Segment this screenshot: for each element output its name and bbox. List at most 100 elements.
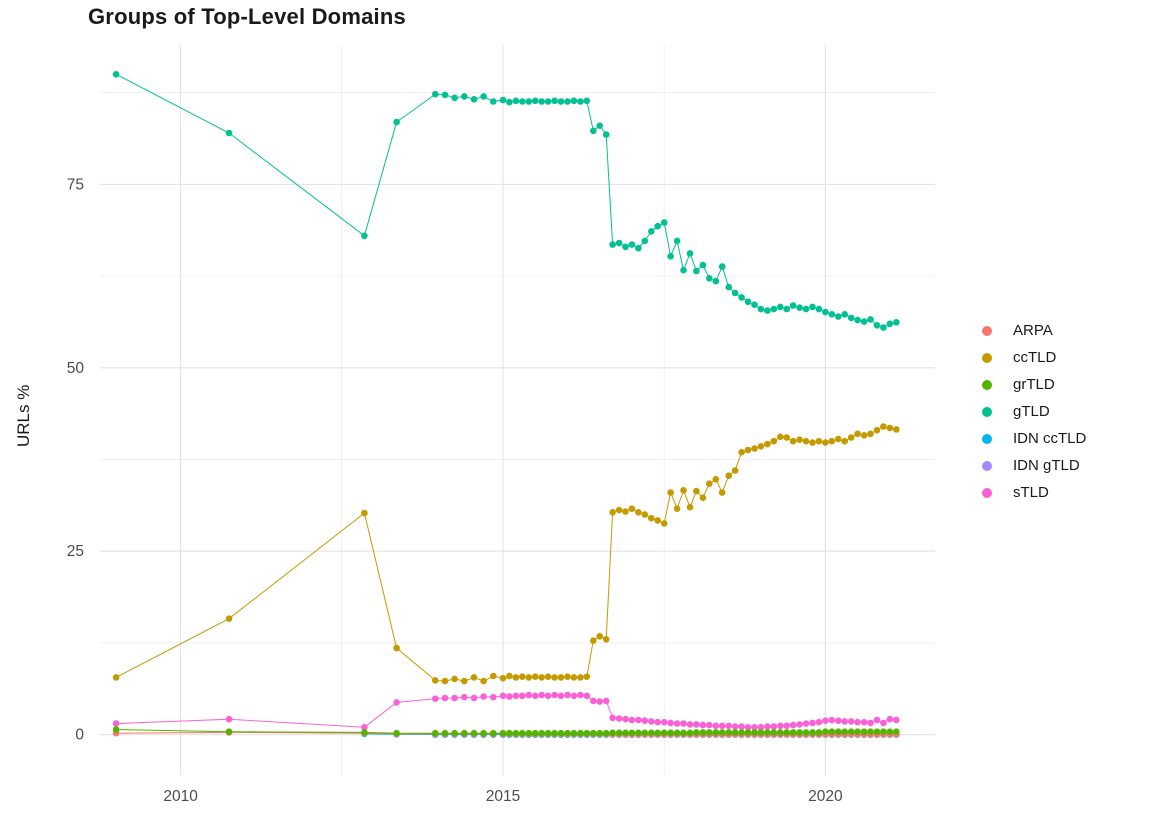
data-point (751, 724, 758, 731)
data-point (615, 729, 623, 737)
data-point (393, 644, 400, 652)
data-point (654, 718, 661, 726)
data-point (470, 96, 478, 103)
data-point (609, 714, 616, 722)
data-point (538, 691, 545, 699)
data-point (886, 320, 894, 328)
data-point (538, 674, 545, 681)
legend-label-stld: sTLD (1013, 484, 1049, 501)
data-point (480, 693, 487, 700)
y-tick-label: 25 (67, 543, 84, 560)
data-point (564, 691, 571, 699)
data-point (648, 514, 655, 522)
data-point (777, 729, 784, 736)
data-point (635, 729, 642, 737)
y-tick-label: 50 (67, 360, 85, 377)
data-point (841, 728, 848, 735)
data-point (873, 716, 881, 724)
data-point (641, 237, 649, 245)
data-point (822, 717, 829, 724)
data-point (551, 691, 558, 699)
data-point (828, 437, 836, 445)
data-point (596, 633, 603, 640)
data-point (706, 480, 713, 488)
data-point (635, 716, 642, 724)
data-point (432, 695, 439, 702)
data-point (531, 729, 539, 737)
y-tick-label: 75 (67, 176, 84, 193)
chart-title: Groups of Top-Level Domains (88, 4, 406, 29)
data-point (835, 313, 842, 320)
legend-label-gtld: gTLD (1013, 403, 1050, 420)
data-point (796, 729, 803, 736)
data-point (641, 729, 649, 737)
data-point (112, 720, 120, 727)
data-point (519, 692, 526, 700)
data-point (622, 508, 629, 515)
data-point (506, 729, 513, 737)
data-point (499, 692, 507, 700)
data-point (789, 437, 797, 445)
data-point (660, 219, 668, 226)
data-point (361, 509, 368, 517)
data-point (893, 716, 900, 724)
data-point (615, 715, 623, 722)
data-point (112, 674, 120, 681)
data-point (583, 97, 591, 105)
data-point (432, 90, 439, 98)
data-point (854, 728, 861, 735)
data-point (686, 721, 694, 728)
data-point (757, 724, 765, 731)
data-point (686, 250, 694, 257)
data-point (706, 275, 713, 282)
data-point (602, 697, 610, 705)
data-point (628, 716, 636, 724)
data-point (609, 241, 616, 248)
data-point (893, 728, 900, 735)
data-point (596, 122, 603, 129)
data-point (789, 729, 797, 736)
data-point (860, 718, 868, 726)
data-point (789, 302, 797, 309)
data-point (712, 476, 720, 483)
data-point (770, 437, 778, 445)
data-point (480, 93, 487, 100)
data-point (744, 724, 752, 731)
data-point (854, 316, 861, 324)
data-point (854, 430, 861, 438)
data-point (441, 91, 449, 99)
data-point (622, 729, 629, 737)
data-point (712, 722, 720, 730)
data-point (525, 691, 533, 699)
data-point (451, 675, 458, 683)
data-point (789, 721, 797, 729)
data-point (744, 729, 752, 736)
data-point (609, 509, 616, 516)
data-point (615, 506, 623, 514)
data-point (770, 723, 778, 730)
data-point (660, 520, 668, 527)
data-point (731, 467, 739, 474)
series-stld (112, 691, 900, 731)
data-point (602, 131, 610, 138)
legend-label-idn-cctld: IDN ccTLD (1013, 430, 1087, 447)
data-point (802, 720, 810, 727)
legend-dot-stld (982, 487, 992, 498)
data-point (499, 674, 507, 682)
data-point (557, 692, 565, 700)
data-point (506, 98, 513, 106)
data-point (777, 722, 784, 730)
x-tick-label: 2015 (486, 788, 520, 805)
data-point (564, 98, 571, 105)
data-point (802, 305, 810, 313)
data-point (886, 728, 894, 735)
data-point (512, 674, 520, 681)
data-point (880, 423, 887, 430)
data-point (112, 71, 120, 78)
data-point (860, 432, 868, 439)
legend-item-idn-gtld: IDN gTLD (982, 452, 1086, 479)
data-point (667, 719, 674, 727)
data-point (777, 433, 784, 441)
data-point (718, 263, 726, 270)
data-point (828, 311, 836, 318)
